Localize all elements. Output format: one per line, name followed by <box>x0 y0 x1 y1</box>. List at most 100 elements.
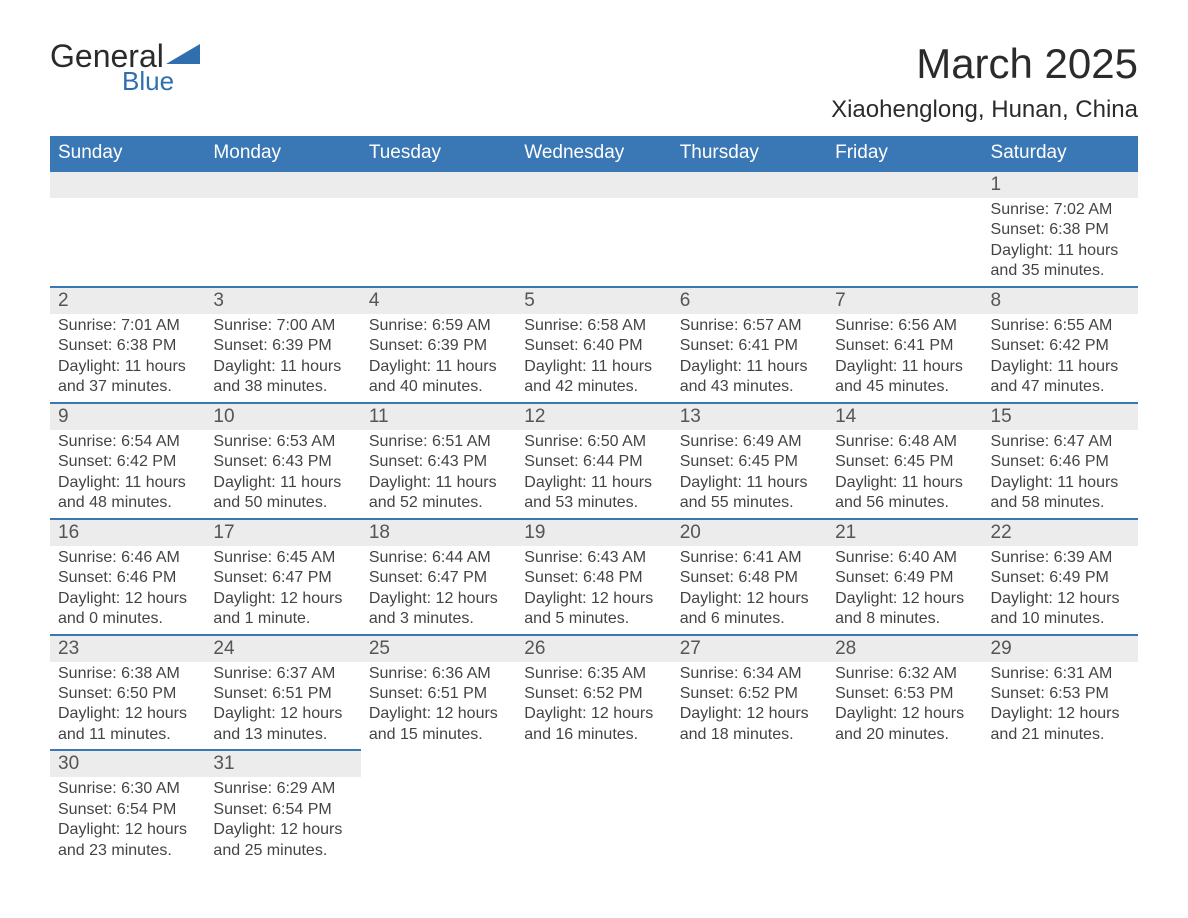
sunset: Sunset: 6:50 PM <box>58 684 197 704</box>
day-number: 22 <box>983 519 1138 546</box>
weekday-header: Sunday <box>50 136 205 171</box>
sunset: Sunset: 6:45 PM <box>680 452 819 472</box>
sunrise: Sunrise: 6:57 AM <box>680 316 819 336</box>
day-cell: Sunrise: 6:49 AMSunset: 6:45 PMDaylight:… <box>672 430 827 519</box>
daylight-line2: and 47 minutes. <box>991 377 1130 397</box>
calendar-table: Sunday Monday Tuesday Wednesday Thursday… <box>50 136 1138 865</box>
day-cell <box>516 198 671 287</box>
day-number: 28 <box>827 635 982 662</box>
daylight-line1: Daylight: 11 hours <box>680 357 819 377</box>
sunset: Sunset: 6:48 PM <box>680 568 819 588</box>
day-number <box>516 171 671 198</box>
daylight-line1: Daylight: 12 hours <box>58 820 197 840</box>
daylight-line1: Daylight: 11 hours <box>835 473 974 493</box>
daylight-line1: Daylight: 12 hours <box>524 589 663 609</box>
sunrise: Sunrise: 6:46 AM <box>58 548 197 568</box>
day-number <box>516 750 671 777</box>
sunrise: Sunrise: 6:36 AM <box>369 664 508 684</box>
daylight-line2: and 8 minutes. <box>835 609 974 629</box>
day-cell: Sunrise: 6:39 AMSunset: 6:49 PMDaylight:… <box>983 546 1138 635</box>
day-number: 9 <box>50 403 205 430</box>
sunrise: Sunrise: 6:43 AM <box>524 548 663 568</box>
weekday-header-row: Sunday Monday Tuesday Wednesday Thursday… <box>50 136 1138 171</box>
sunrise: Sunrise: 6:49 AM <box>680 432 819 452</box>
daylight-line2: and 25 minutes. <box>213 841 352 861</box>
day-cell: Sunrise: 6:46 AMSunset: 6:46 PMDaylight:… <box>50 546 205 635</box>
day-cell: Sunrise: 6:41 AMSunset: 6:48 PMDaylight:… <box>672 546 827 635</box>
day-number <box>827 750 982 777</box>
sunrise: Sunrise: 7:01 AM <box>58 316 197 336</box>
day-cell: Sunrise: 6:50 AMSunset: 6:44 PMDaylight:… <box>516 430 671 519</box>
sunrise: Sunrise: 6:45 AM <box>213 548 352 568</box>
weekday-header: Wednesday <box>516 136 671 171</box>
day-cell <box>672 777 827 865</box>
weekday-header: Tuesday <box>361 136 516 171</box>
location: Xiaohenglong, Hunan, China <box>831 96 1138 124</box>
day-number <box>50 171 205 198</box>
day-number: 27 <box>672 635 827 662</box>
daylight-line2: and 50 minutes. <box>213 493 352 513</box>
sunset: Sunset: 6:40 PM <box>524 336 663 356</box>
sunrise: Sunrise: 6:51 AM <box>369 432 508 452</box>
day-body-row: Sunrise: 6:46 AMSunset: 6:46 PMDaylight:… <box>50 546 1138 635</box>
daylight-line2: and 56 minutes. <box>835 493 974 513</box>
sunrise: Sunrise: 6:35 AM <box>524 664 663 684</box>
sunset: Sunset: 6:51 PM <box>213 684 352 704</box>
day-cell: Sunrise: 6:56 AMSunset: 6:41 PMDaylight:… <box>827 314 982 403</box>
daylight-line2: and 10 minutes. <box>991 609 1130 629</box>
day-number: 7 <box>827 287 982 314</box>
daylight-line1: Daylight: 11 hours <box>524 357 663 377</box>
day-number: 10 <box>205 403 360 430</box>
day-number: 25 <box>361 635 516 662</box>
sunrise: Sunrise: 6:38 AM <box>58 664 197 684</box>
sunrise: Sunrise: 6:44 AM <box>369 548 508 568</box>
day-body-row: Sunrise: 6:30 AMSunset: 6:54 PMDaylight:… <box>50 777 1138 865</box>
sunrise: Sunrise: 6:56 AM <box>835 316 974 336</box>
daylight-line1: Daylight: 12 hours <box>369 589 508 609</box>
daylight-line2: and 18 minutes. <box>680 725 819 745</box>
sunset: Sunset: 6:42 PM <box>991 336 1130 356</box>
day-number <box>361 171 516 198</box>
daylight-line1: Daylight: 11 hours <box>991 241 1130 261</box>
day-cell: Sunrise: 6:47 AMSunset: 6:46 PMDaylight:… <box>983 430 1138 519</box>
sunrise: Sunrise: 6:31 AM <box>991 664 1130 684</box>
sunset: Sunset: 6:39 PM <box>213 336 352 356</box>
day-number-row: 16171819202122 <box>50 519 1138 546</box>
day-number: 26 <box>516 635 671 662</box>
day-cell: Sunrise: 6:45 AMSunset: 6:47 PMDaylight:… <box>205 546 360 635</box>
daylight-line1: Daylight: 11 hours <box>58 473 197 493</box>
daylight-line2: and 58 minutes. <box>991 493 1130 513</box>
day-number: 21 <box>827 519 982 546</box>
weekday-header: Friday <box>827 136 982 171</box>
header: General Blue March 2025 Xiaohenglong, Hu… <box>50 40 1138 124</box>
daylight-line1: Daylight: 11 hours <box>991 357 1130 377</box>
sunset: Sunset: 6:49 PM <box>991 568 1130 588</box>
sunrise: Sunrise: 6:53 AM <box>213 432 352 452</box>
daylight-line2: and 38 minutes. <box>213 377 352 397</box>
day-number: 18 <box>361 519 516 546</box>
day-number-row: 3031 <box>50 750 1138 777</box>
day-cell: Sunrise: 6:32 AMSunset: 6:53 PMDaylight:… <box>827 662 982 751</box>
sunset: Sunset: 6:41 PM <box>680 336 819 356</box>
day-cell: Sunrise: 6:48 AMSunset: 6:45 PMDaylight:… <box>827 430 982 519</box>
day-cell <box>516 777 671 865</box>
daylight-line2: and 37 minutes. <box>58 377 197 397</box>
sunrise: Sunrise: 6:40 AM <box>835 548 974 568</box>
day-number <box>827 171 982 198</box>
sunrise: Sunrise: 6:39 AM <box>991 548 1130 568</box>
day-cell <box>827 777 982 865</box>
daylight-line1: Daylight: 12 hours <box>58 589 197 609</box>
day-number-row: 2345678 <box>50 287 1138 314</box>
day-cell <box>205 198 360 287</box>
daylight-line2: and 5 minutes. <box>524 609 663 629</box>
day-number: 13 <box>672 403 827 430</box>
day-number <box>672 171 827 198</box>
daylight-line1: Daylight: 12 hours <box>680 589 819 609</box>
day-cell: Sunrise: 6:40 AMSunset: 6:49 PMDaylight:… <box>827 546 982 635</box>
daylight-line1: Daylight: 11 hours <box>680 473 819 493</box>
sunset: Sunset: 6:49 PM <box>835 568 974 588</box>
day-number-row: 9101112131415 <box>50 403 1138 430</box>
sunset: Sunset: 6:54 PM <box>58 800 197 820</box>
daylight-line2: and 45 minutes. <box>835 377 974 397</box>
daylight-line2: and 40 minutes. <box>369 377 508 397</box>
